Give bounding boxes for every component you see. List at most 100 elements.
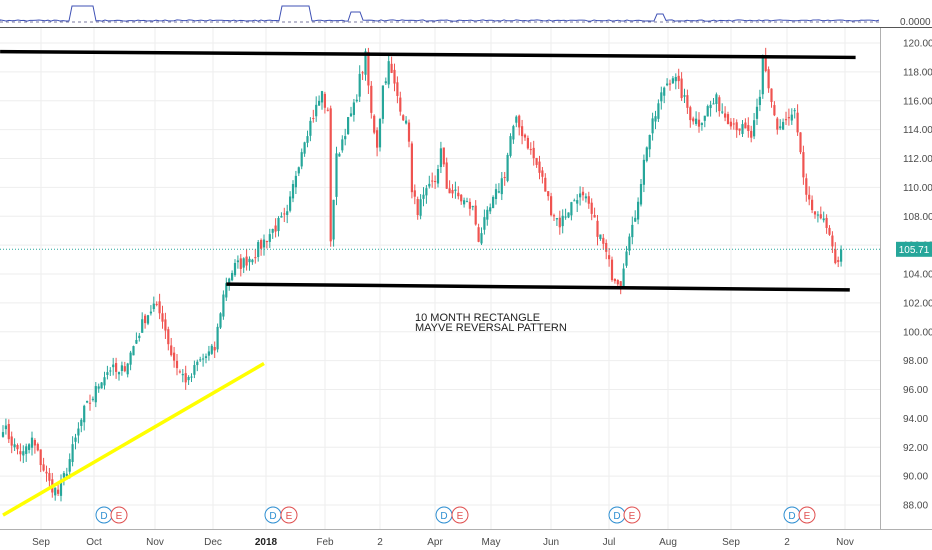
candle-body: [184, 373, 187, 383]
candle-body: [22, 451, 25, 456]
indicator-line: [0, 5, 880, 22]
candle-body: [416, 199, 419, 216]
event-badge-5[interactable]: D E: [783, 506, 816, 524]
candle-body: [515, 116, 518, 123]
candle-body: [724, 113, 727, 118]
candle-body: [42, 464, 45, 471]
candle-body: [787, 117, 790, 119]
candle-body: [825, 217, 828, 228]
time-tick-label: Apr: [427, 537, 443, 548]
candle-body: [161, 313, 164, 322]
candle-body: [10, 436, 13, 446]
time-tick-label: Jul: [603, 537, 616, 548]
price-axis[interactable]: 120.00 118.00 116.00 114.00 112.00 110.00 108.…: [903, 39, 932, 512]
time-tick-label: Feb: [316, 537, 334, 548]
candle-body: [54, 487, 57, 496]
candle-body: [80, 419, 83, 426]
dividend-badge-label: D: [100, 511, 107, 522]
price-tick-label: 108.00: [903, 212, 932, 223]
candle-body: [596, 220, 599, 237]
support-trend-line[interactable]: [226, 282, 850, 292]
candle-body: [349, 113, 353, 117]
candle-body: [631, 224, 634, 238]
candle-body: [451, 189, 454, 194]
candle-body: [289, 196, 292, 211]
candle-body: [700, 123, 703, 125]
candle-body: [657, 103, 660, 119]
earnings-badge[interactable]: [451, 506, 469, 524]
candle-body: [233, 262, 237, 276]
candle-body: [126, 363, 129, 375]
candle-body: [750, 130, 753, 138]
candle-body: [645, 147, 648, 161]
candle-body: [535, 157, 538, 165]
candle-body: [648, 135, 651, 150]
candle-body: [320, 91, 324, 103]
candle-body: [207, 351, 210, 356]
candle-body: [326, 109, 329, 111]
candle-body: [167, 329, 170, 345]
candle-body: [726, 114, 730, 125]
candle-body: [280, 216, 283, 218]
candle-body: [779, 126, 782, 129]
candle-body: [532, 147, 535, 159]
candle-body: [352, 102, 355, 115]
earnings-badge[interactable]: [623, 506, 641, 524]
time-axis[interactable]: Sep Oct Nov Dec 2018 Feb 2 Apr May Jun Jul Aug Sep 2 N…: [32, 537, 854, 548]
earnings-badge[interactable]: [798, 506, 816, 524]
price-tick-label: 102.00: [903, 298, 932, 309]
candle-body: [729, 121, 732, 127]
event-badge-4[interactable]: D E: [608, 506, 641, 524]
candle-body: [544, 177, 547, 192]
event-badges[interactable]: D E D E D E D E D E: [95, 506, 816, 524]
candle-body: [828, 227, 831, 235]
candle-body: [178, 371, 181, 373]
candle-body: [753, 120, 756, 137]
candle-body: [718, 97, 721, 112]
candle-body: [146, 315, 150, 324]
candle-body: [1, 432, 5, 437]
candle-body: [625, 251, 628, 266]
candle-body: [341, 139, 344, 151]
candle-body: [219, 313, 222, 328]
event-badge-2[interactable]: D E: [264, 506, 298, 524]
candle-body: [175, 360, 179, 369]
candle-body: [706, 106, 709, 117]
candle-body: [231, 273, 234, 281]
event-badge-3[interactable]: D E: [435, 506, 469, 524]
candle-body: [242, 258, 245, 268]
candle-body: [338, 153, 341, 157]
resistance-trend-line[interactable]: [0, 49, 856, 60]
candle-body: [840, 249, 843, 262]
time-tick-label: 2: [784, 537, 790, 548]
candle-body: [738, 128, 741, 131]
event-badge-1[interactable]: D E: [95, 506, 128, 524]
candle-body: [196, 361, 199, 366]
candle-body: [347, 117, 350, 134]
candle-body: [468, 201, 471, 209]
earnings-badge[interactable]: [280, 506, 298, 524]
candle-body: [25, 446, 28, 454]
candle-body: [332, 199, 335, 240]
candle-body: [712, 103, 715, 105]
candle-body: [445, 162, 448, 189]
candle-body: [428, 183, 431, 187]
candle-body: [680, 78, 683, 99]
candle-body: [300, 152, 303, 167]
candle-body: [521, 126, 524, 137]
candle-body: [816, 214, 819, 216]
candle-body: [132, 346, 135, 356]
candle-body: [822, 218, 825, 221]
candle-body: [500, 178, 503, 195]
candle-body: [494, 189, 498, 199]
uptrend-trend-line[interactable]: [2, 361, 265, 517]
candle-body: [94, 386, 97, 403]
candle-body: [526, 137, 529, 149]
candle-body: [187, 376, 190, 381]
candle-body: [48, 473, 51, 481]
candle-body: [460, 194, 463, 202]
candle-body: [378, 118, 382, 148]
candle-body: [639, 184, 643, 205]
earnings-badge[interactable]: [110, 506, 128, 524]
